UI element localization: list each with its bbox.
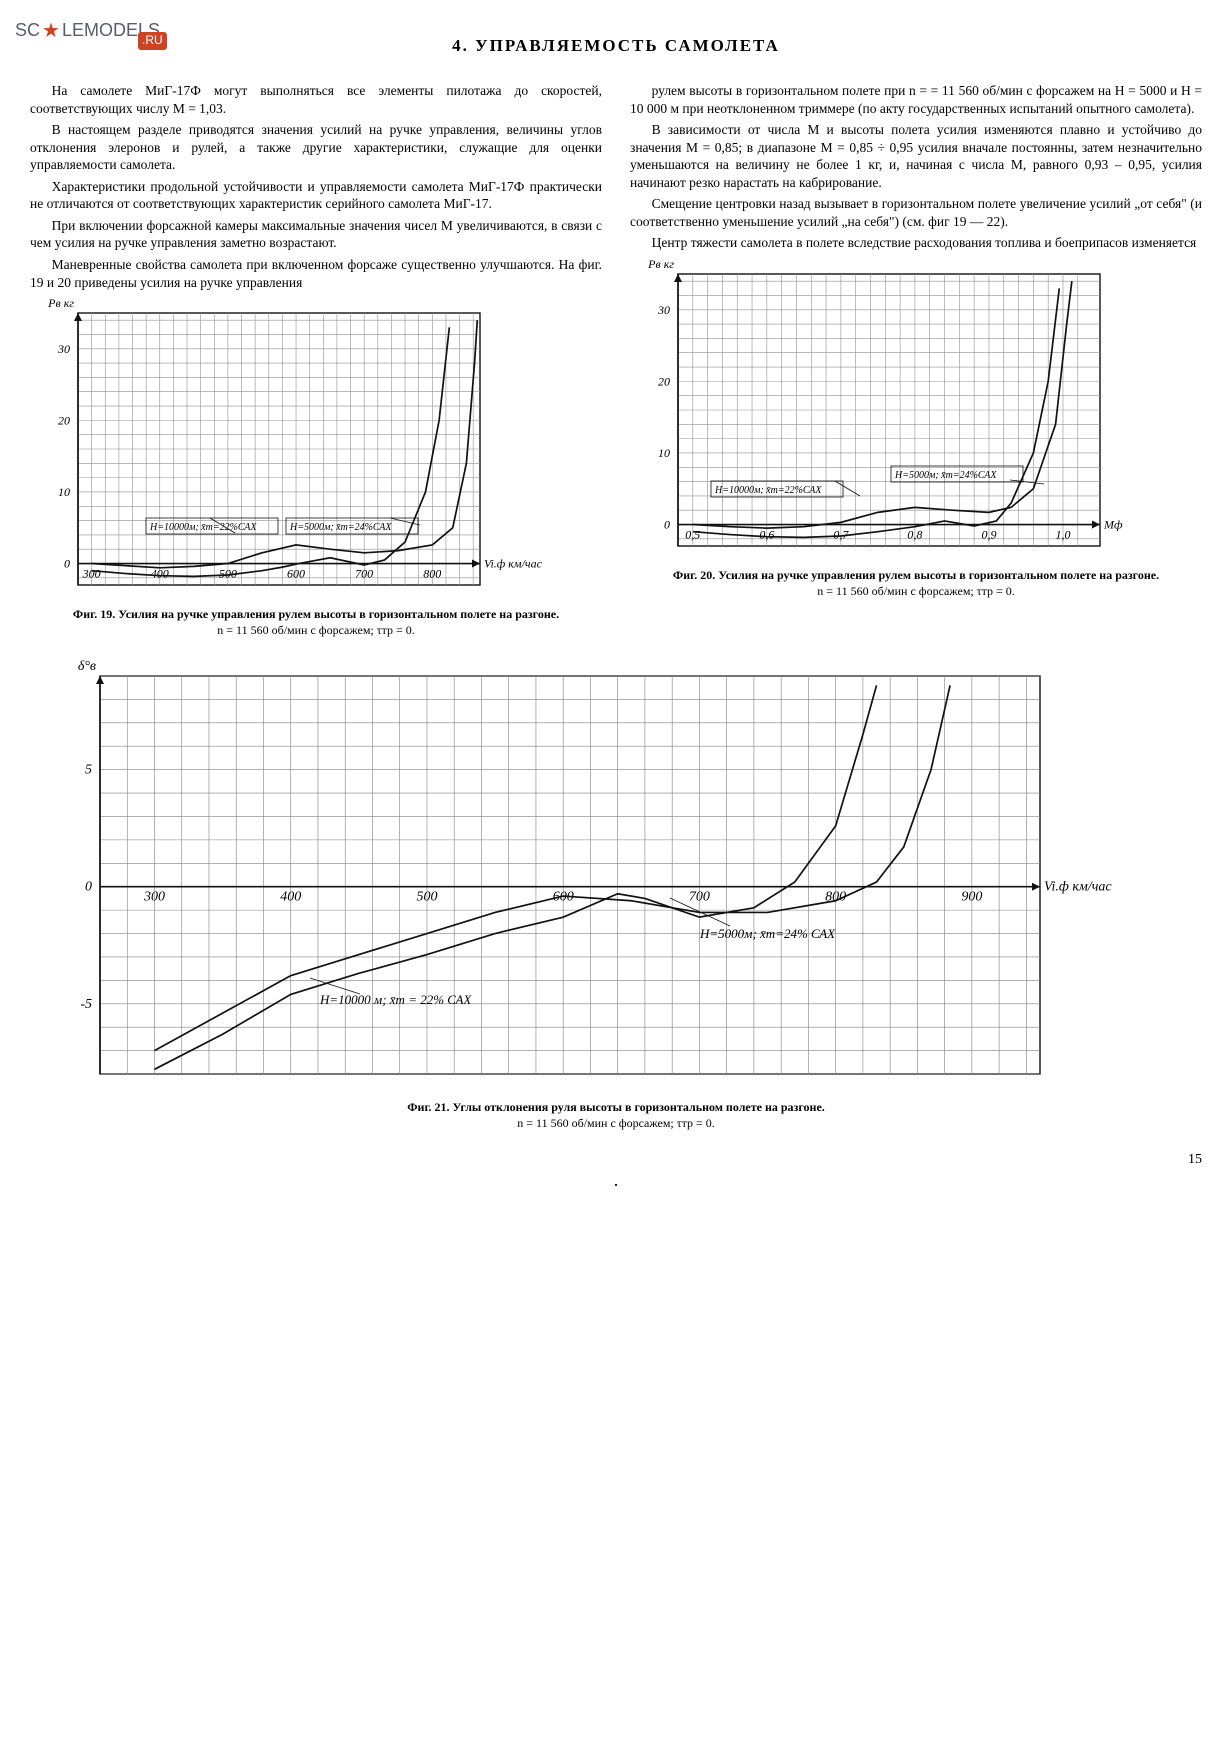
svg-text:300: 300 (82, 567, 101, 581)
svg-text:H=5000м; x̄т=24%САХ: H=5000м; x̄т=24%САХ (289, 522, 392, 533)
svg-text:400: 400 (280, 890, 301, 905)
svg-text:Н=10000 м; x̄т = 22% САХ: Н=10000 м; x̄т = 22% САХ (319, 992, 472, 1007)
svg-text:Н=5000м; x̄т=24% САХ: Н=5000м; x̄т=24% САХ (699, 926, 836, 941)
wm-left: SC (15, 19, 40, 42)
svg-text:20: 20 (658, 374, 670, 388)
svg-text:0,5: 0,5 (685, 528, 700, 542)
svg-text:1,0: 1,0 (1055, 528, 1070, 542)
right-column: рулем высоты в горизонтальном полете при… (630, 82, 1202, 638)
svg-text:-5: -5 (80, 997, 92, 1012)
svg-text:10: 10 (58, 485, 70, 499)
fig21-caption: Фиг. 21. Углы отклонения руля высоты в г… (30, 1099, 1202, 1131)
svg-text:10: 10 (658, 446, 670, 460)
svg-text:700: 700 (355, 567, 373, 581)
fig20-caption-title: Фиг. 20. Усилия на ручке управления руле… (673, 568, 1159, 582)
svg-text:0,8: 0,8 (907, 528, 922, 542)
svg-text:20: 20 (58, 413, 70, 427)
fig19-caption: Фиг. 19. Усилия на ручке управления руле… (30, 606, 602, 638)
fig20-caption: Фиг. 20. Усилия на ручке управления руле… (630, 567, 1202, 599)
svg-text:700: 700 (689, 890, 710, 905)
svg-text:300: 300 (143, 890, 165, 905)
svg-text:800: 800 (423, 567, 441, 581)
svg-text:500: 500 (416, 890, 437, 905)
wm-star: ★ (42, 18, 60, 44)
para: На самолете МиГ-17Ф могут выполняться вс… (30, 82, 602, 117)
svg-text:Mф: Mф (1103, 518, 1123, 532)
fig19-chart: 0102030300400500600700800Vi.ф км/часPв к… (30, 295, 550, 595)
para: В зависимости от числа М и высоты полета… (630, 121, 1202, 191)
fig21-block: -505300400500600700800900Vi.ф км/часδ°вН… (30, 658, 1202, 1131)
fig20-chart: 01020300,50,60,70,80,91,0MфPв кгH=5000м;… (630, 256, 1150, 556)
para: В настоящем разделе приводятся значения … (30, 121, 602, 174)
svg-text:30: 30 (657, 303, 670, 317)
svg-text:Pв кг: Pв кг (47, 296, 74, 310)
wm-badge: .RU (138, 32, 167, 50)
svg-text:H=10000м; x̄т=22%САХ: H=10000м; x̄т=22%САХ (714, 485, 822, 496)
fig21-caption-title: Фиг. 21. Углы отклонения руля высоты в г… (407, 1100, 825, 1114)
svg-text:5: 5 (85, 763, 92, 778)
para: Смещение центровки назад вызывает в гори… (630, 195, 1202, 230)
svg-text:0,6: 0,6 (759, 528, 774, 542)
svg-text:0: 0 (64, 557, 70, 571)
fig20-block: 01020300,50,60,70,80,91,0MфPв кгH=5000м;… (630, 256, 1202, 599)
svg-text:0,9: 0,9 (981, 528, 996, 542)
watermark: SC★LEMODELS .RU (15, 18, 191, 44)
page-number: 15 (30, 1151, 1202, 1169)
svg-text:Pв кг: Pв кг (647, 257, 674, 271)
body-columns: На самолете МиГ-17Ф могут выполняться вс… (30, 82, 1202, 638)
bottom-dot: . (30, 1169, 1202, 1192)
para: Характеристики продольной устойчивости и… (30, 178, 602, 213)
svg-text:0: 0 (664, 518, 670, 532)
fig19-block: 0102030300400500600700800Vi.ф км/часPв к… (30, 295, 602, 638)
svg-text:600: 600 (287, 567, 305, 581)
svg-text:Vi.ф км/час: Vi.ф км/час (484, 557, 543, 571)
fig19-caption-title: Фиг. 19. Усилия на ручке управления руле… (73, 607, 559, 621)
fig21-chart: -505300400500600700800900Vi.ф км/часδ°вН… (30, 658, 1130, 1088)
para: рулем высоты в горизонтальном полете при… (630, 82, 1202, 117)
fig19-caption-sub: n = 11 560 об/мин с форсажем; τтр = 0. (217, 623, 414, 637)
svg-text:Vi.ф км/час: Vi.ф км/час (1044, 880, 1112, 895)
svg-text:30: 30 (57, 342, 70, 356)
svg-text:0: 0 (85, 880, 92, 895)
para: Центр тяжести самолета в полете вследств… (630, 234, 1202, 252)
svg-text:H=5000м; x̄т=24%САХ: H=5000м; x̄т=24%САХ (894, 470, 997, 481)
fig20-caption-sub: n = 11 560 об/мин с форсажем; τтр = 0. (817, 584, 1014, 598)
fig21-caption-sub: n = 11 560 об/мин с форсажем; τтр = 0. (517, 1116, 714, 1130)
left-column: На самолете МиГ-17Ф могут выполняться вс… (30, 82, 602, 638)
section-title: 4. УПРАВЛЯЕМОСТЬ САМОЛЕТА (30, 35, 1202, 57)
para: Маневренные свойства самолета при включе… (30, 256, 602, 291)
para: При включении форсажной камеры максималь… (30, 217, 602, 252)
svg-text:δ°в: δ°в (78, 659, 96, 674)
svg-text:900: 900 (961, 890, 982, 905)
svg-text:H=10000м; x̄т=22%САХ: H=10000м; x̄т=22%САХ (149, 522, 257, 533)
